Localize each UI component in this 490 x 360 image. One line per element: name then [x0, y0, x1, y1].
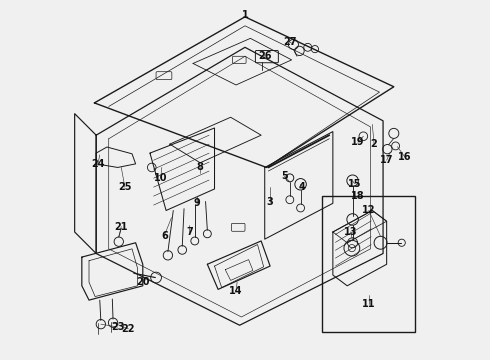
Text: 27: 27 — [283, 37, 296, 47]
Text: 9: 9 — [193, 198, 200, 208]
Text: 6: 6 — [161, 231, 168, 240]
Text: 5: 5 — [281, 171, 288, 181]
Text: 17: 17 — [380, 155, 393, 165]
Text: 11: 11 — [362, 299, 375, 309]
Text: 1: 1 — [242, 10, 248, 20]
Text: 14: 14 — [229, 286, 243, 296]
Text: 4: 4 — [299, 182, 306, 192]
Text: 22: 22 — [122, 324, 135, 334]
Text: 19: 19 — [351, 138, 365, 147]
Text: 24: 24 — [91, 159, 105, 169]
Text: 2: 2 — [371, 139, 377, 149]
Text: 10: 10 — [154, 173, 168, 183]
Text: 15: 15 — [347, 179, 361, 189]
Text: 12: 12 — [362, 206, 375, 216]
Text: 18: 18 — [351, 191, 365, 201]
Text: 23: 23 — [111, 322, 124, 332]
Text: 3: 3 — [267, 197, 273, 207]
Text: 7: 7 — [186, 227, 193, 237]
Text: 20: 20 — [136, 277, 149, 287]
Text: 25: 25 — [118, 182, 132, 192]
Text: 26: 26 — [258, 51, 271, 61]
Text: 16: 16 — [398, 152, 411, 162]
Text: 21: 21 — [115, 222, 128, 231]
Text: 8: 8 — [197, 162, 204, 172]
Text: 13: 13 — [344, 227, 358, 237]
